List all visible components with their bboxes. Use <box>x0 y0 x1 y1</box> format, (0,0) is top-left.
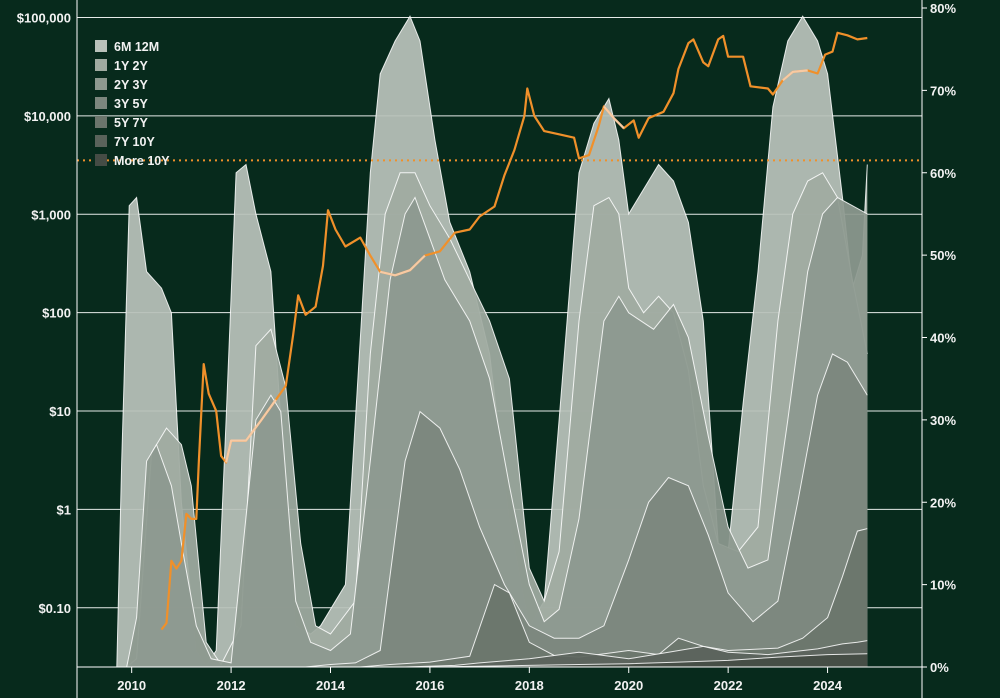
x-tick-label: 2016 <box>415 678 444 693</box>
area-outline-7y-10y <box>111 640 868 668</box>
y-right-tick-label: 80% <box>930 1 956 16</box>
legend-swatch <box>95 59 107 71</box>
legend-swatch <box>95 78 107 90</box>
y-left-tick-label: $100 <box>42 306 71 321</box>
y-left-tick-label: $100,000 <box>17 11 71 26</box>
legend-label: 7Y 10Y <box>114 135 155 149</box>
area-outline-5y-7y <box>111 528 868 668</box>
stacked-areas <box>111 15 868 668</box>
legend-label: More 10Y <box>114 154 170 168</box>
x-tick-label: 2024 <box>813 678 843 693</box>
axes: $0.10 $1 $10 $100 $1,000 $10,000 $100,000 0% 10%… <box>17 0 956 698</box>
x-tick-label: 2018 <box>515 678 544 693</box>
y-left-tick-label: $1,000 <box>31 207 71 222</box>
x-tick-label: 2014 <box>316 678 346 693</box>
y-right-tick-label: 0% <box>930 660 949 675</box>
legend-swatch <box>95 154 107 166</box>
legend-swatch <box>95 40 107 52</box>
legend-swatch <box>95 97 107 109</box>
y-left-tick-label: $10,000 <box>24 109 71 124</box>
area-3y-5y <box>111 354 868 667</box>
y-right-tick-label: 20% <box>930 495 956 510</box>
legend-label: 5Y 7Y <box>114 116 148 130</box>
area-outline-2y-3y <box>111 196 868 668</box>
y-right-tick-label: 60% <box>930 166 956 181</box>
price-line-highlight <box>603 105 625 129</box>
legend-label: 3Y 5Y <box>114 97 148 111</box>
area-outline-3y-5y <box>111 353 868 668</box>
legend-swatch <box>95 116 107 128</box>
price-line-group <box>160 31 868 631</box>
y-right-tick-label: 30% <box>930 413 956 428</box>
legend-label: 2Y 3Y <box>114 78 148 92</box>
y-right-tick-label: 50% <box>930 248 956 263</box>
price-line-highlight <box>782 69 808 82</box>
area-outline-more-10y <box>111 653 868 668</box>
legend: 6M 12M 1Y 2Y 2Y 3Y 3Y 5Y 5Y 7Y 7Y 10Y More 10Y <box>95 40 170 168</box>
x-tick-label: 2022 <box>714 678 743 693</box>
x-tick-label: 2010 <box>117 678 146 693</box>
y-left-tick-label: $1 <box>57 502 71 517</box>
y-right-tick-label: 40% <box>930 331 956 346</box>
x-tick-label: 2020 <box>614 678 643 693</box>
legend-swatch <box>95 135 107 147</box>
area-more-10y <box>111 653 868 667</box>
price-line-highlight <box>225 399 277 463</box>
y-right-tick-label: 10% <box>930 578 956 593</box>
area-7y-10y <box>111 640 868 667</box>
legend-label: 1Y 2Y <box>114 59 148 73</box>
y-left-tick-label: $10 <box>49 404 71 419</box>
price-line-highlight <box>379 254 426 277</box>
x-tick-label: 2012 <box>217 678 246 693</box>
y-right-tick-label: 70% <box>930 83 956 98</box>
y-left-tick-label: $0.10 <box>38 601 71 616</box>
legend-label: 6M 12M <box>114 40 159 54</box>
